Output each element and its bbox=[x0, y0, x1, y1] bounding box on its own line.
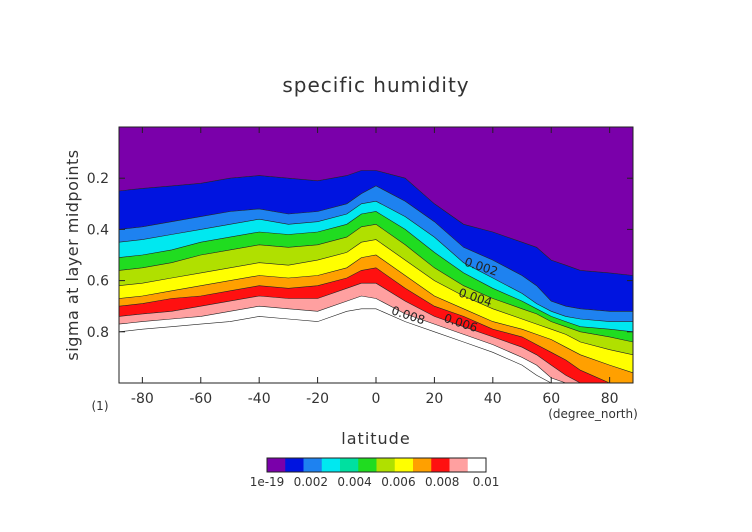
contour-band bbox=[119, 170, 633, 312]
y-axis-ticks: 0.2 0.4 0.6 0.8 bbox=[87, 171, 633, 341]
colorbar-swatch bbox=[358, 458, 377, 472]
colorbar-tick-label: 1e-19 bbox=[250, 475, 285, 489]
colorbar-frame bbox=[266, 457, 487, 473]
x-tick-label: 60 bbox=[542, 391, 560, 407]
colorbar-labels: 1e-19 0.002 0.004 0.006 0.008 0.01 bbox=[250, 475, 500, 489]
colorbar-swatch bbox=[321, 458, 341, 472]
colorbar-swatch bbox=[467, 458, 487, 472]
x-tick-label: -40 bbox=[248, 391, 271, 407]
plot-area bbox=[118, 127, 634, 384]
y-tick-label: 0.8 bbox=[87, 325, 109, 341]
y-axis-label: sigma at layer midpoints bbox=[63, 149, 82, 360]
colorbar-swatch bbox=[303, 458, 323, 472]
colorbar-swatch bbox=[431, 458, 450, 472]
y-tick-label: 0.2 bbox=[87, 171, 109, 187]
colorbar-swatch bbox=[376, 458, 396, 472]
colorbar-swatch bbox=[340, 458, 359, 472]
y-tick-label: 0.4 bbox=[87, 222, 109, 238]
x-tick-label: 20 bbox=[425, 391, 443, 407]
contour-line bbox=[118, 223, 634, 343]
colorbar-tick-label: 0.01 bbox=[473, 475, 500, 489]
contour-band bbox=[119, 255, 633, 383]
y-tick-label: 0.6 bbox=[87, 274, 109, 290]
x-tick-label: 40 bbox=[484, 391, 502, 407]
colorbar-swatch bbox=[267, 458, 286, 472]
contour-line bbox=[118, 239, 634, 356]
colorbar-tick-label: 0.006 bbox=[381, 475, 415, 489]
contour-band bbox=[119, 239, 633, 373]
y-axis-unit: (1) bbox=[92, 399, 109, 413]
contour-line bbox=[118, 200, 633, 322]
colorbar-swatch bbox=[413, 458, 432, 472]
contour-band bbox=[119, 224, 633, 355]
x-tick-label: -80 bbox=[131, 391, 154, 407]
contour-band bbox=[119, 267, 633, 383]
contour-line bbox=[118, 295, 633, 384]
contour-band bbox=[119, 185, 633, 322]
colorbar-tick-label: 0.002 bbox=[294, 475, 328, 489]
contour-band bbox=[119, 308, 633, 383]
x-tick-label: -20 bbox=[306, 391, 329, 407]
colorbar bbox=[266, 457, 487, 473]
contour-band bbox=[119, 296, 633, 383]
contour-line bbox=[118, 211, 634, 333]
chart-title: specific humidity bbox=[282, 73, 469, 97]
x-tick-label: 0 bbox=[372, 391, 381, 407]
contour-line bbox=[118, 267, 633, 384]
x-axis-unit: (degree_north) bbox=[548, 407, 638, 421]
colorbar-swatch bbox=[394, 458, 414, 472]
x-axis-label: latitude bbox=[341, 429, 410, 448]
colorbar-swatch bbox=[449, 458, 469, 472]
x-tick-label: -60 bbox=[189, 391, 212, 407]
contour-line bbox=[118, 254, 634, 374]
colorbar-tick-label: 0.008 bbox=[425, 475, 459, 489]
contour-band bbox=[119, 127, 633, 276]
contour-line bbox=[118, 185, 633, 312]
colorbar-swatch bbox=[285, 458, 304, 472]
contour-line bbox=[118, 282, 633, 384]
x-axis-ticks: -80 -60 -40 -20 0 20 40 60 80 bbox=[131, 127, 619, 407]
x-tick-label: 80 bbox=[601, 391, 619, 407]
contour-band bbox=[119, 211, 633, 342]
colorbar-tick-label: 0.004 bbox=[337, 475, 371, 489]
contour-line bbox=[118, 170, 634, 276]
